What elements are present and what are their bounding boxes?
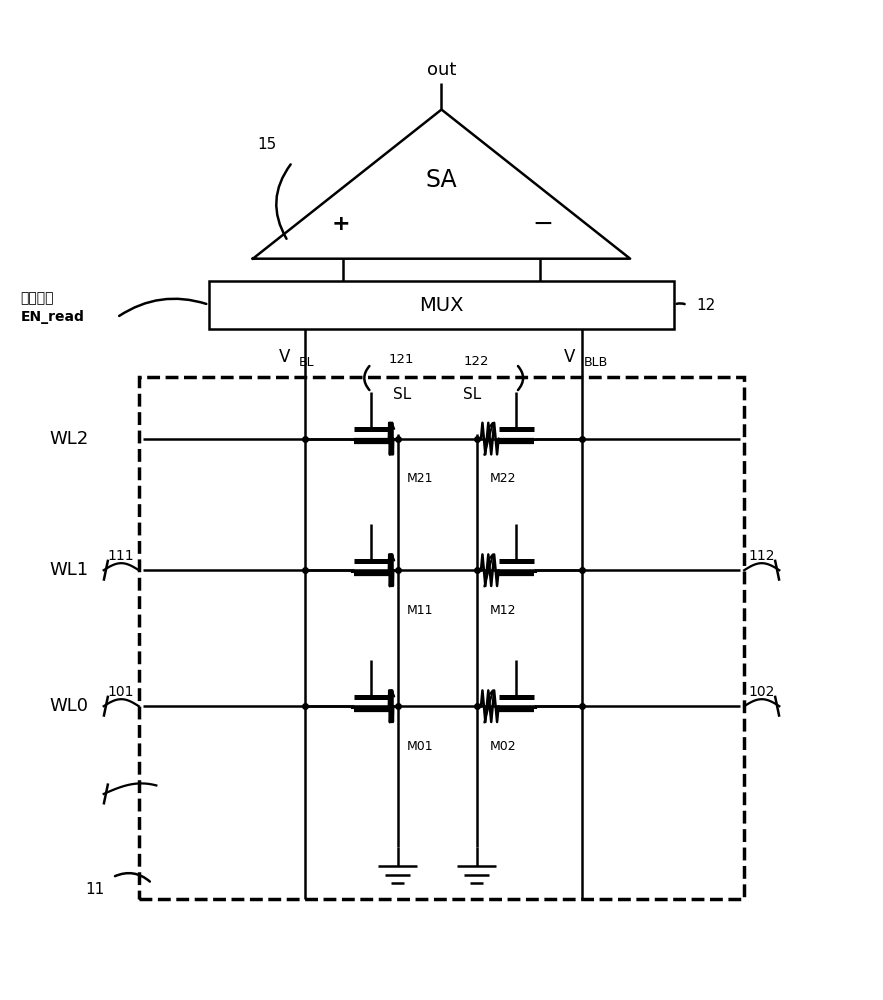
Text: out: out [426,61,457,79]
Text: 15: 15 [257,137,276,152]
Text: 控制信号: 控制信号 [20,291,54,305]
Bar [209,281,674,329]
Text: 111: 111 [108,549,134,563]
Text: +: + [331,214,350,234]
Text: V: V [279,348,291,366]
Text: 121: 121 [389,353,414,366]
Text: 122: 122 [464,355,489,368]
Text: M12: M12 [490,604,517,617]
Text: −: − [532,212,553,236]
Text: 112: 112 [749,549,775,563]
Text: EN_read: EN_read [20,310,84,324]
Text: 11: 11 [86,882,104,897]
Text: WL1: WL1 [49,561,88,579]
Text: 12: 12 [696,298,715,313]
Text: SA: SA [426,168,457,192]
Text: WL0: WL0 [49,697,88,715]
Text: M22: M22 [490,472,517,485]
Text: WL2: WL2 [49,430,88,448]
Text: SL: SL [393,387,411,402]
Text: 101: 101 [108,685,134,699]
Text: MUX: MUX [419,296,464,315]
Text: M01: M01 [406,740,433,753]
Text: M02: M02 [490,740,517,753]
Text: M11: M11 [406,604,433,617]
Text: BL: BL [298,356,314,369]
Text: 102: 102 [749,685,775,699]
Text: SL: SL [463,387,481,402]
Text: V: V [564,348,576,366]
Text: BLB: BLB [584,356,608,369]
Text: M21: M21 [406,472,433,485]
Bar [139,377,744,899]
